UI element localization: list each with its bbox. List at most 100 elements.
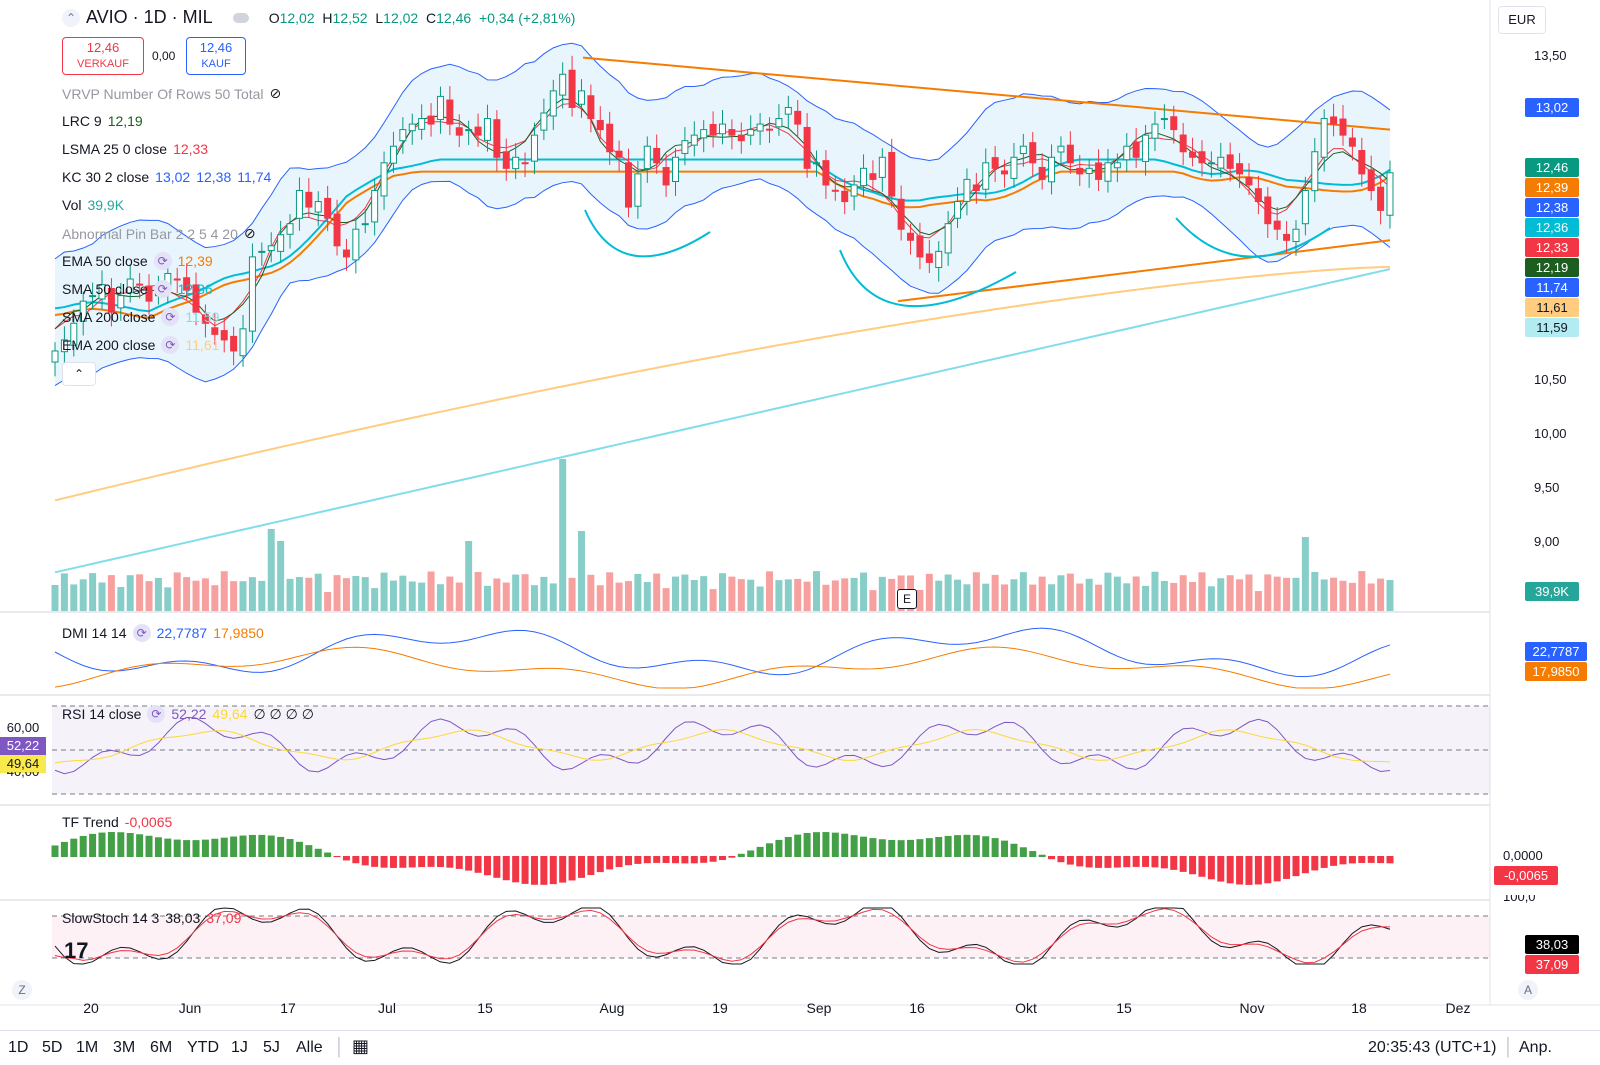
volume-bar <box>136 574 144 611</box>
hidden-eye-icon[interactable]: ⊘ <box>269 85 282 101</box>
candle-body <box>766 128 774 131</box>
candle-body <box>1029 142 1037 164</box>
volume-bar <box>418 582 426 611</box>
refresh-icon[interactable]: ⟳ <box>153 280 172 298</box>
volume-bar <box>728 576 736 611</box>
candle-body <box>653 147 661 164</box>
currency-selector[interactable]: EUR <box>1498 6 1546 34</box>
sell-button[interactable]: 12,46 VERKAUF <box>62 37 144 75</box>
tf-trend-bar <box>1076 856 1084 867</box>
tf-trend-bar <box>408 856 416 868</box>
legend-kc[interactable]: KC 30 2 close 13,02 12,38 11,74 <box>62 169 272 185</box>
tf-trend-bar <box>399 856 407 868</box>
legend-sma200[interactable]: SMA 200 close ⟳ 11,59 <box>62 308 220 326</box>
timeframe-1j[interactable]: 1J <box>231 1039 248 1056</box>
timeframe-6m[interactable]: 6M <box>150 1039 173 1056</box>
calendar-range-icon[interactable]: ▦ <box>352 1036 370 1056</box>
volume-bar <box>568 577 576 611</box>
candle-body <box>465 129 473 132</box>
legend-lrc[interactable]: LRC 9 12,19 <box>62 113 143 129</box>
candle-body <box>700 129 708 139</box>
tradingview-logo-icon[interactable]: 17 <box>64 938 89 963</box>
symbol-title[interactable]: AVIO · 1D · MIL <box>86 7 213 27</box>
legend-volume[interactable]: Vol 39,9K <box>62 197 125 213</box>
clock-time[interactable]: 20:35:43 (UTC+1) <box>1368 1039 1497 1056</box>
candle-body <box>1245 176 1253 186</box>
tf-trend-bar <box>1057 856 1065 863</box>
tf-trend-bar <box>258 834 266 857</box>
refresh-icon[interactable]: ⟳ <box>147 705 166 723</box>
candle-body <box>1236 163 1244 175</box>
candle-body <box>1142 134 1150 162</box>
buy-button[interactable]: 12,46 KAUF <box>186 37 246 75</box>
legend-rsi[interactable]: RSI 14 close ⟳ 52,22 49,64 ∅ ∅ ∅ ∅ <box>62 705 314 723</box>
timeframe-all[interactable]: Alle <box>296 1039 323 1056</box>
legend-ema50[interactable]: EMA 50 close ⟳ 12,39 <box>62 252 213 270</box>
cup-arc <box>1175 217 1331 258</box>
tf-trend-bar <box>1283 856 1291 879</box>
refresh-icon[interactable]: ⟳ <box>153 252 172 270</box>
candle-body <box>455 127 463 136</box>
collapse-chevron-icon[interactable]: ⌃ <box>62 8 80 27</box>
adjust-button[interactable]: Anp. <box>1519 1039 1552 1056</box>
volume-bar <box>314 573 322 611</box>
legend-abnormal-pin-bar[interactable]: Abnormal Pin Bar 2 2 5 4 20 ⊘ <box>62 225 256 242</box>
tf-trend-bar <box>540 856 548 885</box>
refresh-icon[interactable]: ⟳ <box>161 308 180 326</box>
earnings-marker[interactable]: E <box>897 589 917 609</box>
price-tag-lrc: 12,19 <box>1525 258 1579 277</box>
candle-body <box>342 249 350 258</box>
legend-ema200[interactable]: EMA 200 close ⟳ 11,61 <box>62 336 220 354</box>
candle-body <box>361 223 369 226</box>
candle-body <box>1076 167 1084 175</box>
timeframe-5d[interactable]: 5D <box>42 1039 63 1056</box>
ema50-line <box>54 170 1391 319</box>
hidden-eye-icon[interactable]: ⊘ <box>243 225 256 241</box>
timeframe-3m[interactable]: 3M <box>113 1039 136 1056</box>
tf-trend-bar <box>136 834 144 857</box>
volume-bar <box>775 580 783 611</box>
candle-body <box>747 129 755 136</box>
tf-trend-bar <box>662 856 670 863</box>
volume-bar <box>286 578 294 611</box>
volume-bar <box>126 575 134 611</box>
zoom-toggle-button[interactable]: Z <box>12 980 32 1000</box>
volume-bar <box>671 576 679 611</box>
volume-bar <box>277 541 285 611</box>
candle-body <box>1273 220 1281 230</box>
legend-lsma[interactable]: LSMA 25 0 close 12,33 <box>62 141 209 157</box>
legend-vrvp[interactable]: VRVP Number Of Rows 50 Total ⊘ <box>62 85 282 102</box>
volume-bar <box>709 589 717 611</box>
volume-bar <box>634 573 642 611</box>
candle-body <box>954 201 962 219</box>
symbol-row: ⌃ AVIO · 1D · MIL O12,02 H12,52 L12,02 C… <box>62 7 575 28</box>
timeframe-1m[interactable]: 1M <box>76 1039 99 1056</box>
auto-scale-button[interactable]: A <box>1518 980 1538 1000</box>
tf-trend-bar <box>483 856 491 876</box>
candle-body <box>530 134 538 162</box>
tf-trend-bar <box>878 839 886 857</box>
volume-bar <box>521 574 529 611</box>
candle-body <box>822 160 830 186</box>
volume-bar <box>963 584 971 611</box>
volume-bar <box>164 587 172 611</box>
tf-zero-tick: 0,0000 <box>1503 848 1543 863</box>
candle-body <box>277 234 285 252</box>
timeframe-1d[interactable]: 1D <box>8 1039 29 1056</box>
candle-body <box>286 223 294 235</box>
collapse-legend-icon[interactable]: ⌃ <box>62 362 96 386</box>
rsi-level-40: 40,00 <box>0 772 46 778</box>
legend-slowstoch[interactable]: SlowStoch 14 3 38,03 37,09 <box>62 910 242 926</box>
timeframe-5j[interactable]: 5J <box>263 1039 280 1056</box>
tf-trend-bar <box>709 856 717 862</box>
volume-bar <box>436 584 444 611</box>
refresh-icon[interactable]: ⟳ <box>161 336 180 354</box>
legend-sma50[interactable]: SMA 50 close ⟳ 12,36 <box>62 280 213 298</box>
refresh-icon[interactable]: ⟳ <box>132 624 151 642</box>
legend-dmi[interactable]: DMI 14 14 ⟳ 22,7787 17,9850 <box>62 624 264 642</box>
legend-tf-trend[interactable]: TF Trend -0,0065 <box>62 814 173 830</box>
timeframe-ytd[interactable]: YTD <box>187 1039 219 1056</box>
candle-body <box>474 126 482 136</box>
volume-bar <box>1189 582 1197 611</box>
